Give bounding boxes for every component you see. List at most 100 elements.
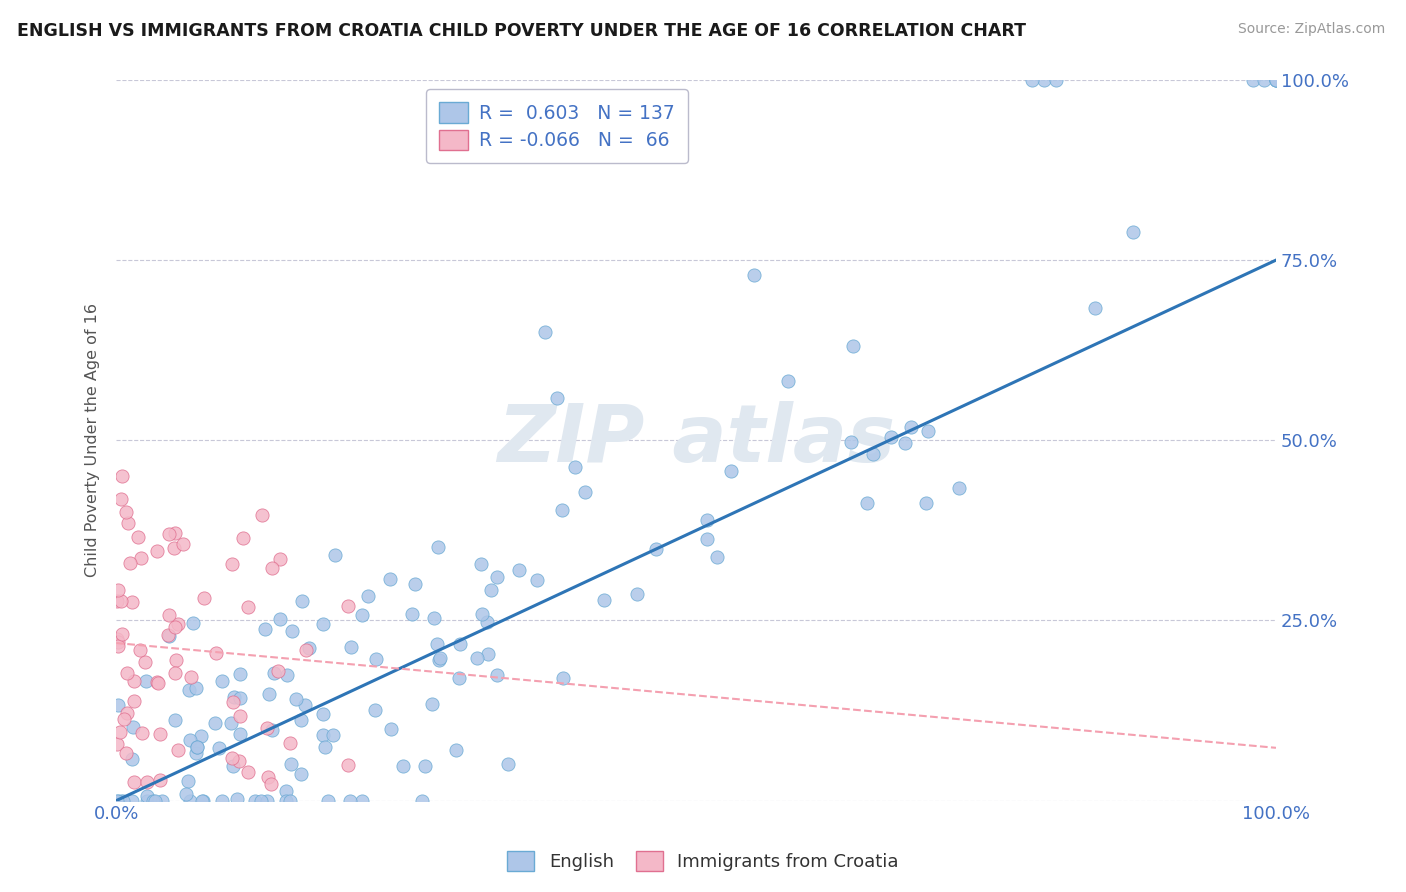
Point <box>222 759 245 773</box>
Point <box>366 651 388 665</box>
Point <box>135 789 157 803</box>
Point <box>122 694 145 708</box>
Point <box>551 671 574 685</box>
Point <box>229 709 252 723</box>
Point <box>110 593 132 607</box>
Point <box>269 552 291 566</box>
Point <box>107 632 129 646</box>
Point <box>470 558 492 572</box>
Point <box>135 775 157 789</box>
Point <box>150 794 173 808</box>
Point <box>894 436 917 450</box>
Point <box>157 630 180 644</box>
Point <box>380 572 402 586</box>
Point <box>107 698 129 712</box>
Point <box>149 727 172 741</box>
Point <box>117 516 139 531</box>
Point <box>323 549 346 563</box>
Point <box>157 526 180 541</box>
Point <box>900 420 922 434</box>
Point <box>186 740 208 755</box>
Point <box>221 557 243 571</box>
Point <box>485 668 508 682</box>
Point <box>120 556 142 570</box>
Point <box>112 712 135 726</box>
Point <box>339 794 361 808</box>
Point <box>257 687 280 701</box>
Point <box>404 577 426 591</box>
Point <box>841 339 863 353</box>
Point <box>257 770 280 784</box>
Point <box>411 794 433 808</box>
Point <box>312 707 335 722</box>
Point <box>546 391 568 405</box>
Point <box>146 675 169 690</box>
Point <box>115 706 138 720</box>
Point <box>190 729 212 743</box>
Point <box>276 668 298 682</box>
Point <box>256 794 278 808</box>
Point <box>696 533 718 547</box>
Point <box>110 724 132 739</box>
Point <box>129 643 152 657</box>
Point <box>131 725 153 739</box>
Point <box>340 640 363 654</box>
Point <box>426 637 449 651</box>
Point <box>297 641 319 656</box>
Point <box>222 695 245 709</box>
Legend: English, Immigrants from Croatia: English, Immigrants from Croatia <box>501 844 905 879</box>
Point <box>262 561 284 575</box>
Point <box>262 723 284 737</box>
Point <box>914 495 936 509</box>
Point <box>163 525 186 540</box>
Point <box>444 743 467 757</box>
Point <box>392 759 415 773</box>
Point <box>742 268 765 282</box>
Point <box>1265 73 1288 87</box>
Point <box>179 794 201 808</box>
Point <box>267 664 290 678</box>
Point <box>121 719 143 733</box>
Point <box>107 583 129 598</box>
Point <box>526 573 548 587</box>
Point <box>174 787 197 801</box>
Point <box>135 674 157 689</box>
Point <box>107 737 129 751</box>
Point <box>121 794 143 808</box>
Point <box>856 495 879 509</box>
Point <box>1241 73 1264 87</box>
Point <box>115 746 138 760</box>
Point <box>427 653 450 667</box>
Point <box>211 794 233 808</box>
Point <box>644 542 666 557</box>
Point <box>274 783 297 797</box>
Point <box>250 794 273 808</box>
Point <box>143 794 166 808</box>
Point <box>337 599 360 614</box>
Point <box>121 752 143 766</box>
Point <box>157 607 180 622</box>
Point <box>1253 73 1275 87</box>
Point <box>322 728 344 742</box>
Point <box>184 746 207 760</box>
Point <box>450 637 472 651</box>
Point <box>236 765 259 780</box>
Text: Source: ZipAtlas.com: Source: ZipAtlas.com <box>1237 22 1385 37</box>
Point <box>626 587 648 601</box>
Point <box>1021 73 1043 87</box>
Point <box>352 608 374 623</box>
Point <box>337 758 360 772</box>
Point <box>122 775 145 789</box>
Point <box>111 469 134 483</box>
Point <box>706 550 728 565</box>
Point <box>479 583 502 598</box>
Point <box>380 722 402 736</box>
Point <box>294 698 316 712</box>
Point <box>290 767 312 781</box>
Point <box>110 794 132 808</box>
Point <box>423 611 446 625</box>
Point <box>415 759 437 773</box>
Point <box>207 740 229 755</box>
Point <box>485 570 508 584</box>
Point <box>181 616 204 631</box>
